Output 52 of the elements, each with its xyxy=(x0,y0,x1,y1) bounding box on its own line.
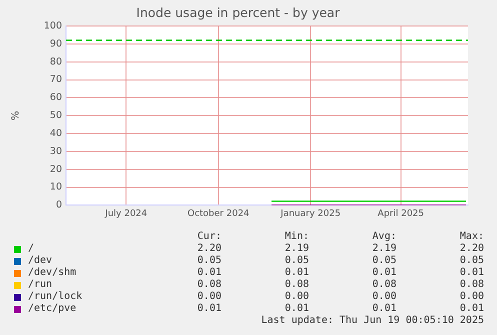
text: 0.01 xyxy=(284,267,309,279)
text: Max: xyxy=(458,231,484,243)
legend-label: /run xyxy=(28,279,52,291)
y-axis-title: % xyxy=(10,110,22,120)
text: 0.00 xyxy=(371,291,396,303)
text: 2.20 xyxy=(196,243,222,255)
chart-title: Inode usage in percent - by year xyxy=(136,4,341,20)
text: 0.01 xyxy=(196,267,222,279)
text: 2.19 xyxy=(284,243,309,255)
legend-label: /etc/pve xyxy=(28,303,76,315)
text: 0.08 xyxy=(196,279,222,291)
y-tick-label: 50 xyxy=(50,110,62,122)
legend-label: / xyxy=(28,243,34,255)
y-tick-label: 70 xyxy=(50,74,62,86)
text: 0.08 xyxy=(371,279,396,291)
text: 0.00 xyxy=(196,291,222,303)
text: 0.08 xyxy=(458,279,484,291)
text: 2.20 xyxy=(458,243,484,255)
text: Cur: xyxy=(196,231,222,243)
text: 2.19 xyxy=(371,243,396,255)
x-tick-label: October 2024 xyxy=(187,208,250,219)
text: 0.05 xyxy=(196,255,222,267)
text: 0.00 xyxy=(284,291,309,303)
text: 0.00 xyxy=(458,291,484,303)
y-tick-label: 90 xyxy=(50,38,62,50)
legend-label: /dev/shm xyxy=(28,267,76,279)
y-tick-label: 10 xyxy=(50,182,62,193)
y-tick-label: 30 xyxy=(50,146,62,157)
text: 0.08 xyxy=(284,279,309,291)
text: 0.01 xyxy=(458,267,484,279)
y-tick-label: 40 xyxy=(50,128,62,139)
y-tick-label: 0 xyxy=(56,200,62,211)
text: 0.01 xyxy=(196,303,222,315)
x-tick-label: January 2025 xyxy=(280,208,341,219)
text: 0.01 xyxy=(371,303,396,315)
text: 0.01 xyxy=(458,303,484,315)
y-tick-label: 100 xyxy=(44,20,62,32)
y-tick-label: 60 xyxy=(50,92,62,104)
x-tick-label: April 2025 xyxy=(378,208,424,219)
text: 0.05 xyxy=(458,255,484,267)
text: 0.01 xyxy=(284,303,309,315)
text: 0.05 xyxy=(371,255,396,267)
legend-label: /dev xyxy=(28,255,52,267)
text: Last update: Thu Jun 19 00:05:10 2025 xyxy=(260,315,484,327)
text: 0.01 xyxy=(371,267,396,279)
y-tick-label: 80 xyxy=(50,56,62,68)
text: Min: xyxy=(284,231,309,243)
x-tick-label: July 2024 xyxy=(104,208,148,219)
y-tick-label: 20 xyxy=(50,164,62,175)
legend-label: /run/lock xyxy=(28,291,82,303)
text: 0.05 xyxy=(284,255,309,267)
text: Avg: xyxy=(371,231,396,243)
